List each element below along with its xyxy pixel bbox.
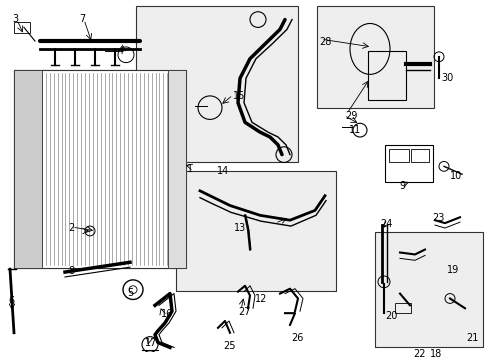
Text: 6: 6 xyxy=(8,296,14,306)
Bar xyxy=(316,6,433,108)
Text: 14: 14 xyxy=(217,166,229,176)
Text: 2: 2 xyxy=(68,223,74,233)
Text: 23: 23 xyxy=(431,213,444,223)
Bar xyxy=(14,22,30,33)
Text: 10: 10 xyxy=(449,171,461,181)
Bar xyxy=(388,149,408,162)
Text: 4: 4 xyxy=(118,46,124,56)
Bar xyxy=(176,171,335,291)
Bar xyxy=(367,51,405,100)
Text: 29: 29 xyxy=(345,111,357,121)
Text: 12: 12 xyxy=(254,294,267,303)
Text: 8: 8 xyxy=(68,266,74,276)
Bar xyxy=(394,303,410,313)
Text: 19: 19 xyxy=(446,265,458,275)
Text: 24: 24 xyxy=(379,219,391,229)
Text: 9: 9 xyxy=(398,181,404,191)
Bar xyxy=(410,149,428,162)
Bar xyxy=(384,145,432,182)
Text: 11: 11 xyxy=(348,125,361,135)
Text: 27: 27 xyxy=(238,307,250,317)
Text: 26: 26 xyxy=(290,333,303,343)
Text: 25: 25 xyxy=(223,341,235,351)
Text: 22: 22 xyxy=(412,349,425,359)
Bar xyxy=(136,6,297,162)
Bar xyxy=(168,71,185,268)
Text: 17: 17 xyxy=(145,338,157,348)
Bar xyxy=(14,71,185,268)
Text: 5: 5 xyxy=(127,288,133,298)
Bar xyxy=(14,71,185,268)
Text: 16: 16 xyxy=(161,309,173,319)
Text: 1: 1 xyxy=(186,165,193,174)
Bar xyxy=(374,232,482,347)
Text: 13: 13 xyxy=(234,223,246,233)
Text: 15: 15 xyxy=(232,91,245,101)
Text: 3: 3 xyxy=(12,14,18,24)
Text: 7: 7 xyxy=(79,14,85,24)
Bar xyxy=(14,71,42,268)
Text: 18: 18 xyxy=(429,349,441,359)
Text: 21: 21 xyxy=(465,333,477,343)
Text: 28: 28 xyxy=(318,37,331,47)
Text: 20: 20 xyxy=(384,311,397,321)
Text: 30: 30 xyxy=(440,73,452,84)
